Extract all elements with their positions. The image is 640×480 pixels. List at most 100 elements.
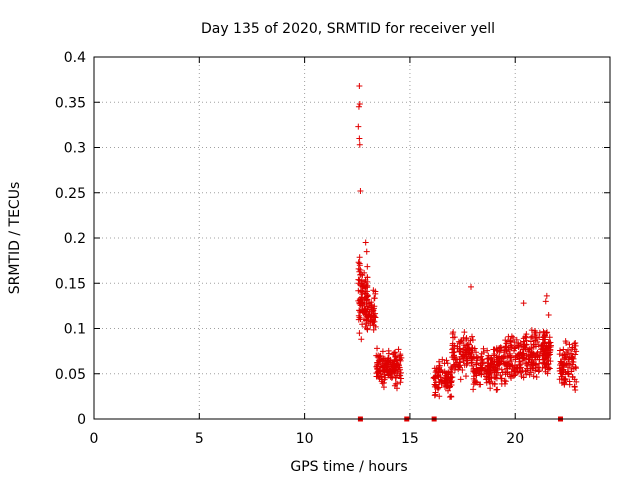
data-point xyxy=(485,352,492,359)
data-point xyxy=(355,103,362,110)
data-point xyxy=(436,393,443,400)
data-point xyxy=(502,352,509,359)
data-point xyxy=(355,265,362,272)
data-point xyxy=(356,135,363,142)
data-point xyxy=(476,381,483,388)
data-point xyxy=(506,338,513,345)
x-tick-label: 20 xyxy=(506,431,524,447)
data-point xyxy=(503,363,510,370)
data-point xyxy=(566,381,573,388)
data-point xyxy=(462,349,469,356)
data-point xyxy=(356,101,363,108)
data-point xyxy=(541,331,548,338)
data-point xyxy=(510,347,517,354)
data-point xyxy=(473,349,480,356)
x-tick-label: 10 xyxy=(296,431,314,447)
data-point xyxy=(373,373,380,380)
data-point xyxy=(478,350,485,357)
data-point xyxy=(495,361,502,368)
data-point xyxy=(387,356,394,363)
data-point xyxy=(357,302,364,309)
data-point xyxy=(450,334,457,341)
data-point xyxy=(512,356,519,363)
data-point xyxy=(482,368,489,375)
data-point xyxy=(547,343,554,350)
data-point xyxy=(467,337,474,344)
data-point xyxy=(523,331,530,338)
data-point xyxy=(376,370,383,377)
x-tick-label: 0 xyxy=(90,431,99,447)
data-point xyxy=(441,360,448,367)
data-point xyxy=(459,351,466,358)
data-point xyxy=(393,363,400,370)
data-point xyxy=(447,368,454,375)
data-point xyxy=(497,372,504,379)
data-point xyxy=(487,385,494,392)
data-point xyxy=(543,342,550,349)
x-tick-label: 15 xyxy=(401,431,419,447)
data-point xyxy=(356,307,363,314)
data-point xyxy=(374,365,381,372)
data-point xyxy=(527,365,534,372)
data-point xyxy=(521,343,528,350)
data-point xyxy=(437,374,444,381)
data-point xyxy=(388,368,395,375)
data-point xyxy=(441,368,448,375)
data-point xyxy=(508,374,515,381)
data-point xyxy=(523,360,530,367)
data-point xyxy=(358,288,365,295)
data-point xyxy=(541,360,548,367)
data-point xyxy=(572,387,579,394)
data-point xyxy=(568,365,575,372)
data-point xyxy=(511,372,518,379)
data-point xyxy=(373,352,380,359)
data-point xyxy=(514,369,521,376)
data-point xyxy=(445,387,452,394)
data-point xyxy=(365,310,372,317)
data-point xyxy=(557,347,564,354)
data-point xyxy=(449,340,456,347)
data-point xyxy=(393,357,400,364)
data-point xyxy=(367,318,374,325)
data-point xyxy=(474,357,481,364)
data-point xyxy=(569,373,576,380)
data-point xyxy=(528,334,535,341)
data-point xyxy=(561,376,568,383)
data-point xyxy=(525,346,532,353)
y-tick-label: 0 xyxy=(77,412,86,428)
data-point xyxy=(462,373,469,380)
data-point xyxy=(519,350,526,357)
data-point xyxy=(545,311,552,318)
data-point xyxy=(465,341,472,348)
data-point xyxy=(435,384,442,391)
data-point xyxy=(543,361,550,368)
data-point xyxy=(453,361,460,368)
data-point xyxy=(530,373,537,380)
y-tick-label: 0.3 xyxy=(64,141,86,157)
data-point xyxy=(371,303,378,310)
data-point xyxy=(496,353,503,360)
data-point xyxy=(364,303,371,310)
data-point xyxy=(432,391,439,398)
data-point xyxy=(451,354,458,361)
data-point xyxy=(572,351,579,358)
data-point xyxy=(542,298,549,305)
data-point xyxy=(483,374,490,381)
data-point xyxy=(362,284,369,291)
y-tick-label: 0.25 xyxy=(55,186,86,202)
data-point xyxy=(355,312,362,319)
data-point xyxy=(520,374,527,381)
x-tick-label: 5 xyxy=(195,431,204,447)
axis-ticks: 0 0.05 0.1 0.15 0.2 0.25 0.3 0.35 0.4 0 5 10 15 20 xyxy=(55,50,610,447)
data-point xyxy=(573,378,580,385)
y-tick-label: 0.35 xyxy=(55,95,86,111)
data-point xyxy=(431,375,438,382)
data-point xyxy=(355,123,362,130)
data-point xyxy=(505,344,512,351)
data-point xyxy=(562,377,569,384)
data-point xyxy=(464,341,471,348)
data-point xyxy=(361,285,368,292)
data-point xyxy=(491,368,498,375)
data-point xyxy=(356,254,363,261)
data-point xyxy=(391,349,398,356)
